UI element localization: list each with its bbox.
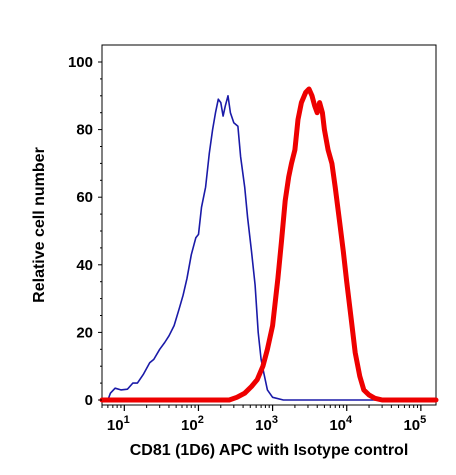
- y-tick-label: 60: [76, 189, 93, 206]
- isotype-control-line: [101, 95, 437, 401]
- series-layer: [99, 86, 439, 403]
- axis-layer: 0 20 40 60 80 100 101 102 103 104 105: [68, 54, 426, 434]
- y-tick-label: 20: [76, 324, 93, 341]
- y-tick-label: 0: [85, 392, 93, 409]
- x-tick-label: 104: [329, 414, 353, 434]
- y-tick-label: 100: [68, 54, 93, 71]
- y-axis-title: Relative cell number: [31, 147, 48, 303]
- x-tick-label: 105: [403, 414, 426, 434]
- x-axis-title: CD81 (1D6) APC with Isotype control: [130, 442, 409, 459]
- x-tick-label: 101: [107, 414, 130, 434]
- x-tick-label: 102: [181, 414, 204, 434]
- y-tick-label: 40: [76, 257, 93, 274]
- x-tick-label: 103: [255, 414, 278, 434]
- y-tick-label: 80: [76, 122, 93, 139]
- cd81-apc-line: [99, 86, 439, 403]
